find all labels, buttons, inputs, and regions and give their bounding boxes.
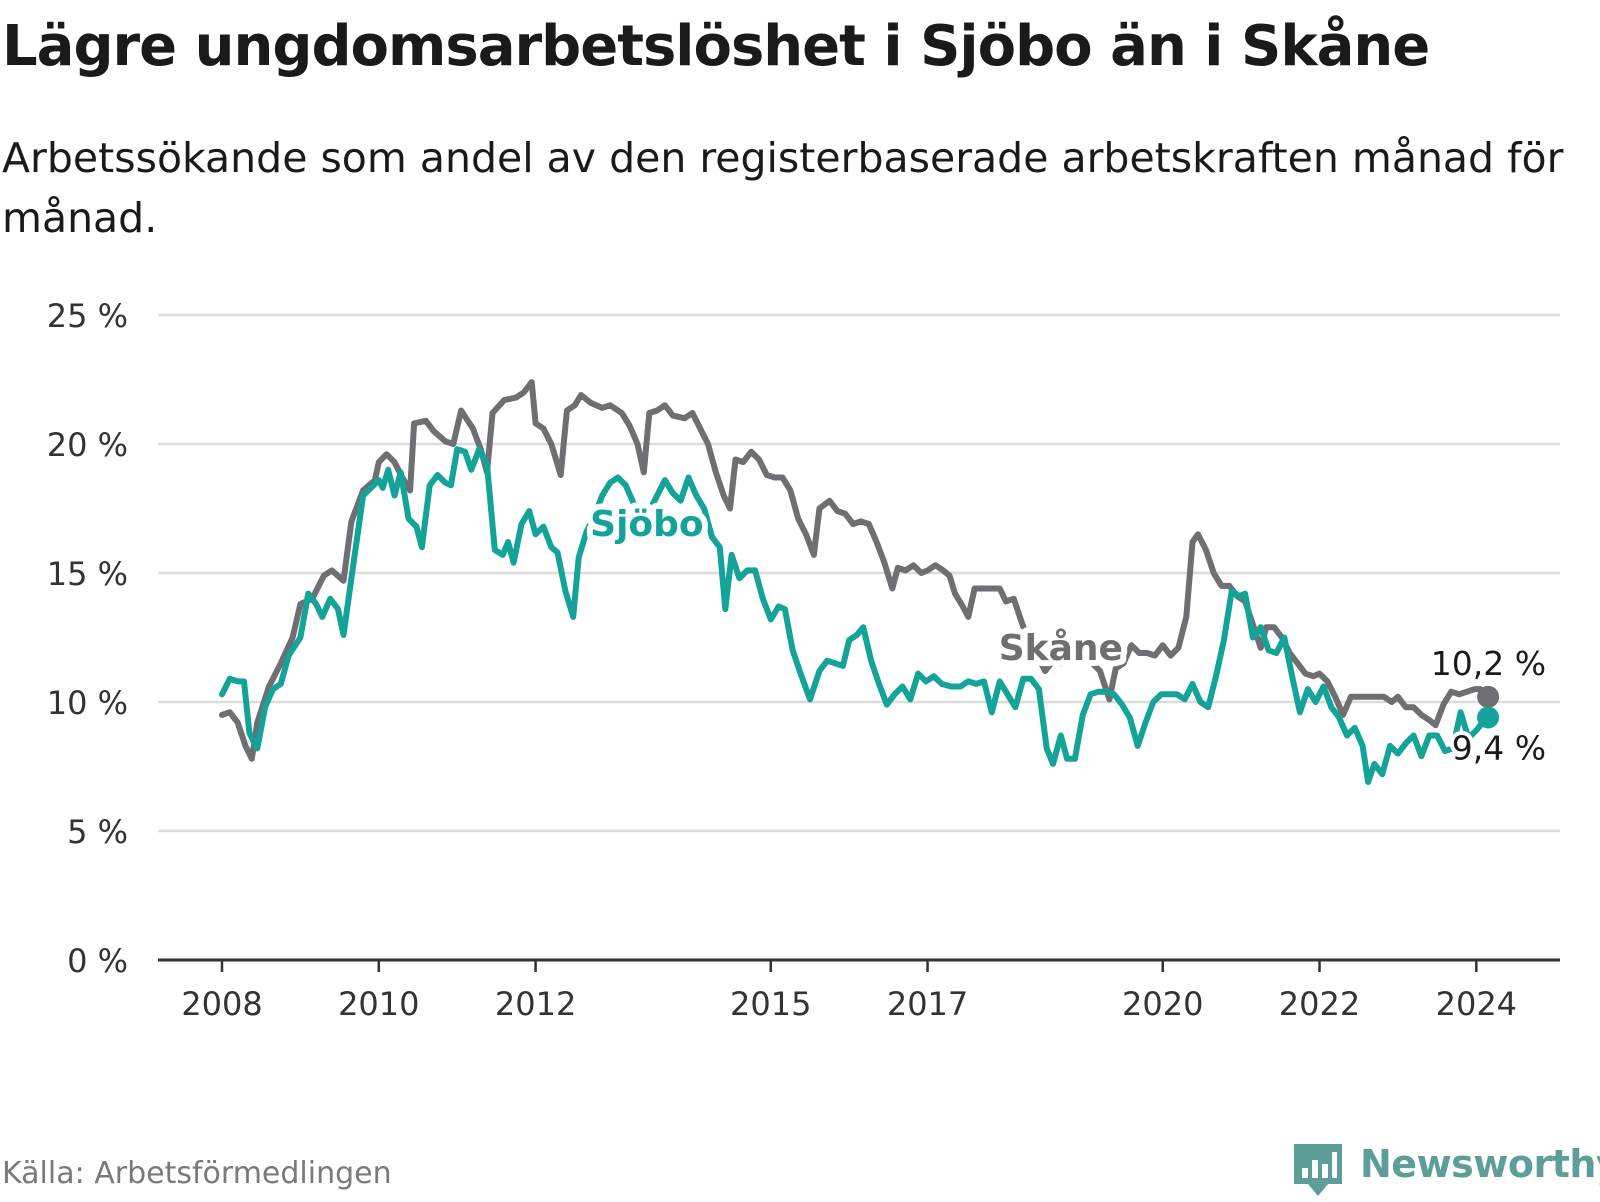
brand-name: Newsworthy — [1360, 1142, 1600, 1186]
line-chart: 0 %5 %10 %15 %20 %25 % 2008 2010 2012 2015 2… — [47, 297, 1560, 1023]
x-tick-label: 2010 — [338, 985, 419, 1023]
series-lines — [219, 379, 1492, 785]
y-tick-label: 15 % — [47, 555, 128, 593]
end-point-skåne — [1477, 685, 1500, 708]
brand-logo[interactable]: Newsworthy — [1290, 1142, 1600, 1202]
series-line-skåne — [219, 379, 1492, 762]
y-tick-label: 20 % — [47, 426, 128, 464]
series-line-sjöbo — [219, 446, 1492, 785]
x-tick-label: 2015 — [730, 985, 811, 1023]
series-label-sjöbo: Sjöbo — [590, 504, 704, 545]
y-tick-label: 5 % — [67, 813, 128, 851]
x-tick-label: 2012 — [495, 985, 576, 1023]
x-tick-label: 2022 — [1279, 985, 1360, 1023]
x-tick-label: 2024 — [1436, 985, 1517, 1023]
x-axis: 2008 2010 2012 2015 2017 2020 2022 2024 — [158, 958, 1560, 1023]
end-value-label-skåne: 10,2 % — [1431, 644, 1546, 683]
end-point-sjöbo — [1477, 706, 1500, 729]
series-labels: Skåne Sjöbo 10,2 % 9,4 % — [584, 498, 1550, 772]
chart-subtitle: Arbetssökande som andel av den registerb… — [2, 134, 1564, 242]
x-tick-label: 2020 — [1122, 985, 1203, 1023]
y-tick-label: 10 % — [47, 684, 128, 722]
y-tick-label: 0 % — [67, 942, 128, 980]
gridlines — [158, 313, 1560, 833]
source-note: Källa: Arbetsförmedlingen — [2, 1156, 392, 1191]
chart-title: Lägre ungdomsarbetslöshet i Sjöbo än i S… — [2, 14, 1430, 79]
x-tick-label: 2017 — [887, 985, 968, 1023]
end-value-label-sjöbo: 9,4 % — [1452, 728, 1546, 767]
x-tick-label: 2008 — [181, 985, 262, 1023]
y-tick-label: 25 % — [47, 297, 128, 335]
newsworthy-logo-icon — [1294, 1144, 1342, 1196]
y-axis: 0 % 5 % 10 % 15 % 20 % 25 % — [47, 297, 128, 980]
series-label-skåne: Skåne — [999, 628, 1123, 669]
